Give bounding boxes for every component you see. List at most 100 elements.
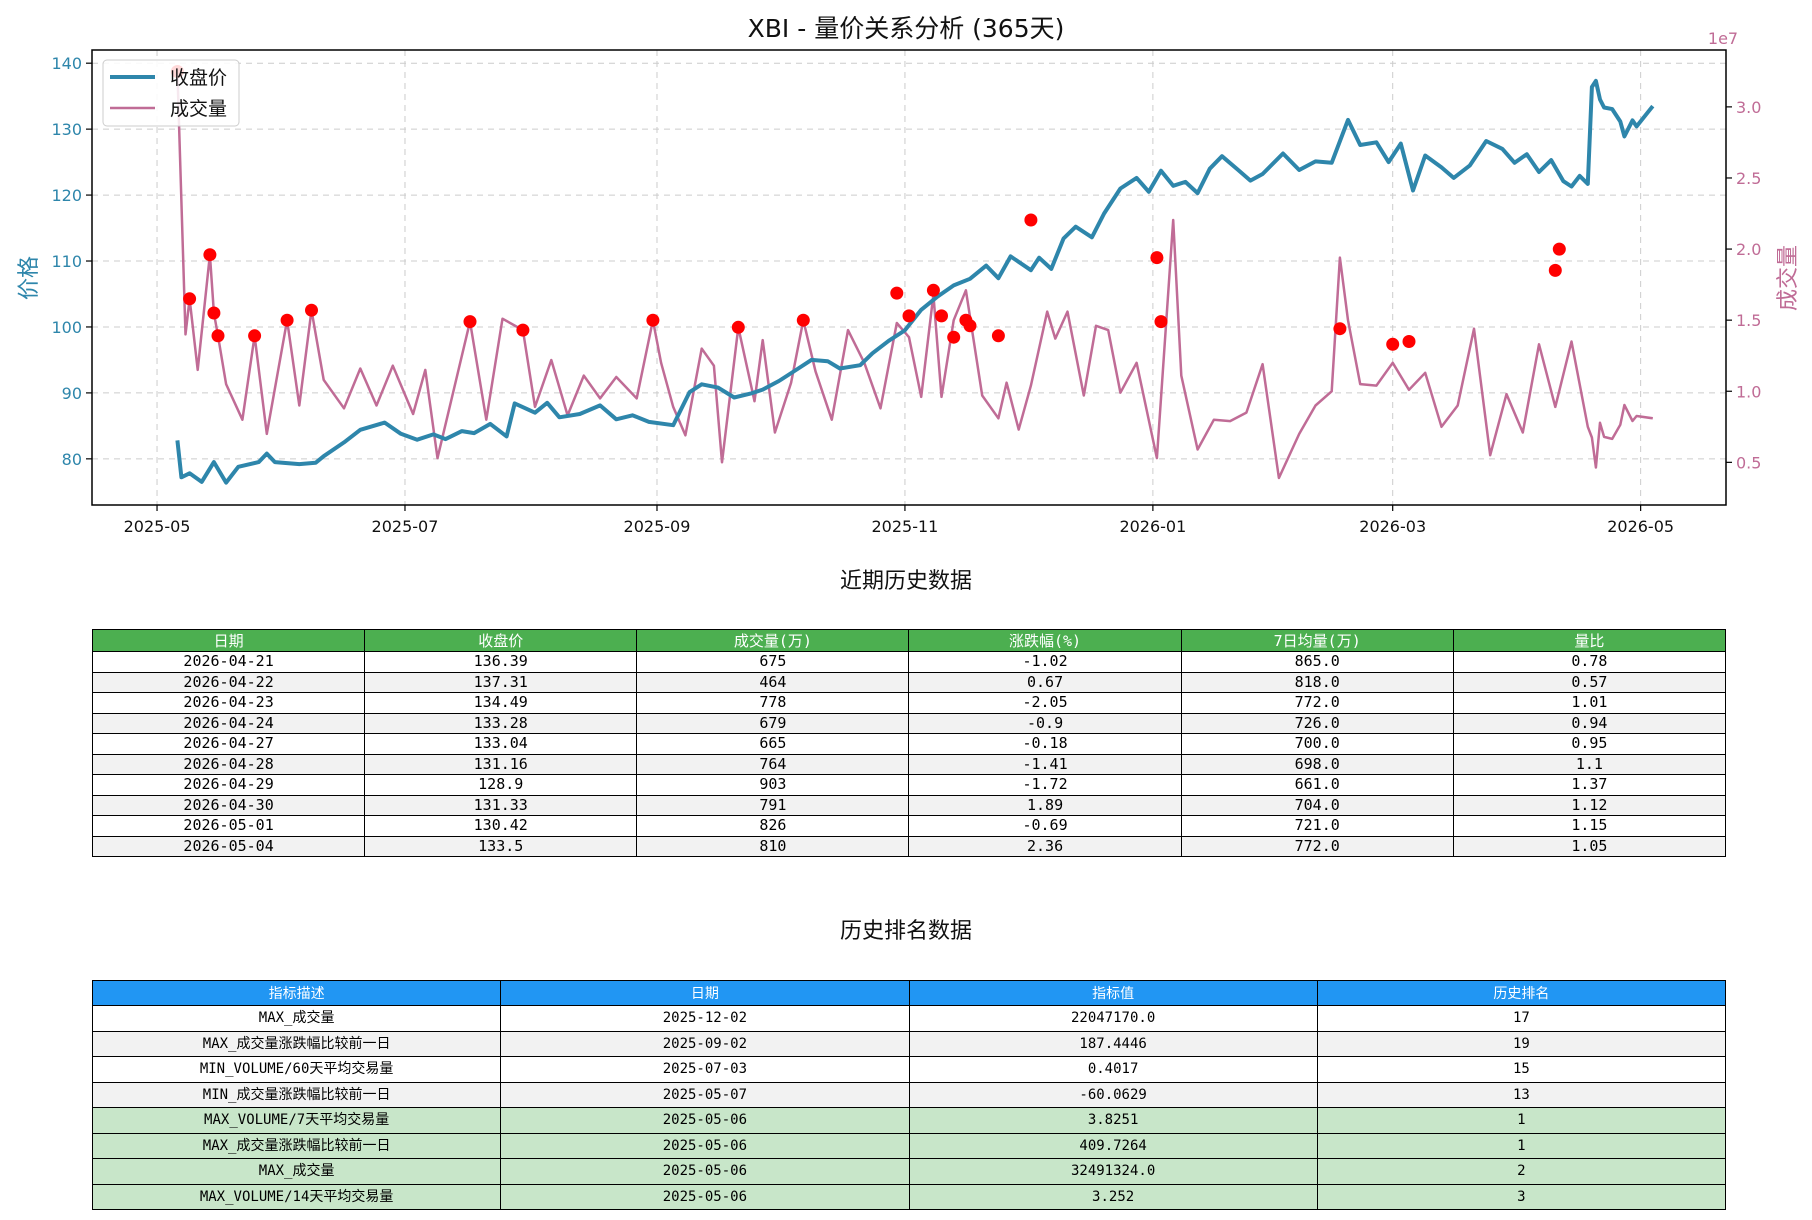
recent-data-title: 近期历史数据 bbox=[839, 569, 972, 594]
table-row: MAX_VOLUME/14天平均交易量 2025-05-06 3.252 3 bbox=[91, 1183, 1727, 1210]
table-cell: -60.0629 bbox=[908, 1081, 1318, 1108]
table-cell: 15 bbox=[1316, 1056, 1727, 1083]
table-cell: 2025-12-02 bbox=[500, 1005, 910, 1032]
volume-spike-point bbox=[935, 309, 948, 323]
recent-header-cell: 量比 bbox=[1452, 629, 1727, 652]
volume-spike-point bbox=[1402, 335, 1416, 348]
table-cell: 17 bbox=[1316, 1005, 1727, 1032]
table-cell: 131.16 bbox=[364, 753, 638, 775]
table-cell: MAX_成交量涨跌幅比较前一日 bbox=[91, 1132, 502, 1159]
table-cell: 1.1 bbox=[1452, 753, 1727, 775]
table-cell: 700.0 bbox=[1180, 733, 1454, 755]
table-cell: 675 bbox=[636, 651, 910, 673]
table-row: 2026-05-04 133.5 810 2.36 772.0 1.05 bbox=[91, 835, 1727, 857]
y-left-tick-label: 100 bbox=[51, 318, 82, 337]
table-cell: MIN_VOLUME/60天平均交易量 bbox=[91, 1056, 502, 1083]
y-axis-right: 0.5 1.0 1.5 2.0 2.5 3.0 bbox=[1726, 98, 1761, 472]
table-row: 2026-04-30 131.33 791 1.89 704.0 1.12 bbox=[91, 794, 1727, 816]
grid bbox=[92, 50, 1726, 505]
table-cell: 903 bbox=[636, 774, 910, 796]
table-cell: 134.49 bbox=[364, 692, 638, 714]
table-cell: 772.0 bbox=[1180, 835, 1454, 857]
table-cell: 409.7264 bbox=[908, 1132, 1318, 1159]
table-cell: 0.78 bbox=[1452, 651, 1727, 673]
table-cell: -0.69 bbox=[908, 815, 1182, 837]
table-cell: 2025-05-06 bbox=[500, 1107, 910, 1134]
table-cell: 1 bbox=[1316, 1132, 1727, 1159]
x-tick-label: 2026-01 bbox=[1119, 517, 1186, 536]
table-cell: 131.33 bbox=[364, 794, 638, 816]
volume-spike-point bbox=[248, 329, 262, 343]
volume-spike-point bbox=[963, 319, 977, 333]
table-cell: 726.0 bbox=[1180, 712, 1454, 734]
table-cell: -0.18 bbox=[908, 733, 1182, 755]
table-row: MIN_成交量涨跌幅比较前一日 2025-05-07 -60.0629 13 bbox=[91, 1081, 1727, 1108]
volume-spike-point bbox=[926, 283, 940, 297]
table-cell: -0.9 bbox=[908, 712, 1182, 734]
y-left-tick-label: 80 bbox=[62, 450, 82, 469]
table-cell: 778 bbox=[636, 692, 910, 714]
table-cell: 818.0 bbox=[1180, 671, 1454, 693]
table-row: 2026-04-21 136.39 675 -1.02 865.0 0.78 bbox=[91, 651, 1727, 673]
volume-spike-point bbox=[1386, 337, 1400, 351]
table-cell: 2026-04-29 bbox=[91, 774, 366, 796]
table-cell: 764 bbox=[636, 753, 910, 775]
table-cell: 2026-04-23 bbox=[91, 692, 366, 714]
table-cell: 0.57 bbox=[1452, 671, 1727, 693]
table-cell: 133.28 bbox=[364, 712, 638, 734]
volume-spike-point bbox=[646, 313, 660, 327]
volume-spike-point bbox=[796, 313, 810, 327]
volume-spike-point bbox=[305, 303, 318, 317]
table-cell: 2026-04-28 bbox=[91, 753, 366, 775]
x-tick-label: 2025-09 bbox=[624, 517, 691, 536]
table-cell: 3.252 bbox=[908, 1183, 1318, 1210]
chart-title: XBI - 量价关系分析 (365天) bbox=[748, 14, 1065, 43]
price-line bbox=[175, 78, 1655, 485]
volume-spike-point bbox=[731, 320, 745, 334]
ranking-header-cell: 日期 bbox=[500, 980, 910, 1006]
table-cell: 1.12 bbox=[1452, 794, 1727, 816]
table-cell: 2026-04-30 bbox=[91, 794, 366, 816]
x-tick-label: 2025-05 bbox=[124, 517, 191, 536]
volume-spike-point bbox=[947, 330, 961, 344]
table-cell: 679 bbox=[636, 712, 910, 734]
table-cell: 19 bbox=[1316, 1030, 1727, 1057]
table-cell: 2026-04-22 bbox=[91, 671, 366, 693]
recent-header-cell: 7日均量(万) bbox=[1180, 629, 1454, 652]
table-cell: 772.0 bbox=[1180, 692, 1454, 714]
volume-spike-point bbox=[902, 309, 916, 323]
table-cell: 1.89 bbox=[908, 794, 1182, 816]
volume-spike-point bbox=[1333, 322, 1347, 336]
table-cell: 2026-04-24 bbox=[91, 712, 366, 734]
table-cell: -1.02 bbox=[908, 651, 1182, 673]
ranking-table-header: 指标描述 日期 指标值 历史排名 bbox=[91, 980, 1727, 1006]
table-cell: 1.37 bbox=[1452, 774, 1727, 796]
legend-volume-label: 成交量 bbox=[170, 98, 227, 120]
table-cell: 133.5 bbox=[364, 835, 638, 857]
ranking-header-cell: 历史排名 bbox=[1316, 980, 1727, 1006]
table-row: 2026-04-23 134.49 778 -2.05 772.0 1.01 bbox=[91, 692, 1727, 714]
y-left-tick-label: 140 bbox=[51, 54, 82, 73]
table-cell: 22047170.0 bbox=[908, 1005, 1318, 1032]
y-left-tick-label: 110 bbox=[51, 252, 82, 271]
table-cell: 2026-05-04 bbox=[91, 835, 366, 857]
table-cell: MAX_成交量涨跌幅比较前一日 bbox=[91, 1030, 502, 1057]
y-right-tick-label: 1.0 bbox=[1736, 382, 1761, 401]
x-tick-label: 2025-07 bbox=[372, 517, 439, 536]
y-right-tick-label: 2.5 bbox=[1736, 169, 1761, 188]
table-row: MIN_VOLUME/60天平均交易量 2025-07-03 0.4017 15 bbox=[91, 1056, 1727, 1083]
table-cell: 128.9 bbox=[364, 774, 638, 796]
volume-spike-point bbox=[1154, 315, 1168, 329]
table-cell: 1.01 bbox=[1452, 692, 1727, 714]
table-cell: 0.95 bbox=[1452, 733, 1727, 755]
volume-spike-point bbox=[1024, 213, 1038, 227]
table-cell: -1.41 bbox=[908, 753, 1182, 775]
table-cell: 791 bbox=[636, 794, 910, 816]
recent-header-cell: 成交量(万) bbox=[636, 629, 910, 652]
table-cell: 704.0 bbox=[1180, 794, 1454, 816]
table-cell: 2025-05-06 bbox=[500, 1158, 910, 1185]
table-cell: 3.8251 bbox=[908, 1107, 1318, 1134]
recent-header-cell: 收盘价 bbox=[364, 629, 638, 652]
table-row: 2026-04-22 137.31 464 0.67 818.0 0.57 bbox=[91, 671, 1727, 693]
table-cell: 2026-04-21 bbox=[91, 651, 366, 673]
